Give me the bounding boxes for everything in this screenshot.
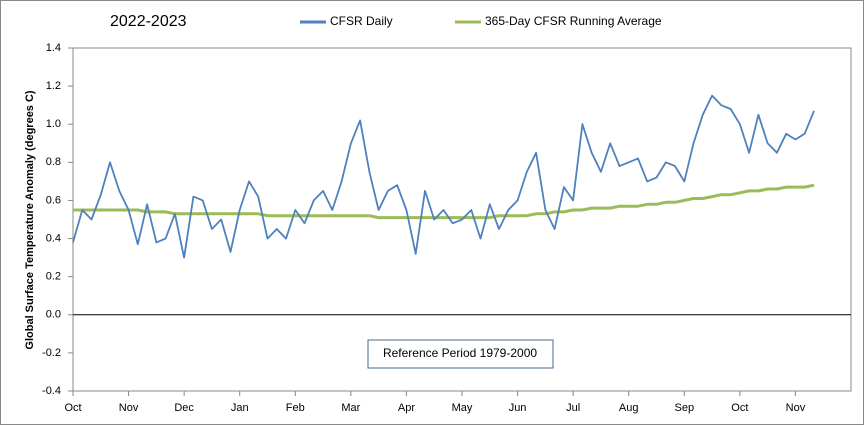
y-tick-label: -0.4 <box>42 385 61 397</box>
y-tick-label: 0.6 <box>46 194 61 206</box>
annotation: Reference Period 1979-2000 <box>383 346 537 360</box>
x-tick-label: Aug <box>619 402 639 414</box>
x-tick-label: Nov <box>786 402 806 414</box>
series-line <box>73 183 815 220</box>
x-tick-label: Jan <box>231 402 249 414</box>
y-tick-label: 0.2 <box>46 271 61 283</box>
y-tick-label: 0.0 <box>46 309 61 321</box>
x-tick-label: Oct <box>64 402 81 414</box>
y-tick-label: 1.2 <box>46 80 61 92</box>
x-tick-label: Sep <box>674 402 694 414</box>
x-tick-label: Jun <box>509 402 527 414</box>
x-tick-label: Dec <box>174 402 194 414</box>
y-tick-label: 1.4 <box>46 42 61 54</box>
x-tick-label: May <box>452 402 473 414</box>
annotation-box <box>367 339 554 369</box>
y-tick-label: 1.0 <box>46 118 61 130</box>
x-tick-label: Apr <box>398 402 415 414</box>
x-tick-label: Jul <box>566 402 580 414</box>
legend-label: 365-Day CFSR Running Average <box>485 14 662 28</box>
x-tick-label: Feb <box>286 402 305 414</box>
y-tick-label: -0.2 <box>42 347 61 359</box>
y-axis-label: Global Surface Temperature Anomaly (degr… <box>24 90 36 350</box>
chart-title: 2022-2023 <box>110 13 187 30</box>
x-tick-label: Oct <box>731 402 748 414</box>
y-tick-label: 0.8 <box>46 156 61 168</box>
x-tick-label: Nov <box>119 402 139 414</box>
x-tick-label: Mar <box>341 402 360 414</box>
legend-label: CFSR Daily <box>330 14 393 28</box>
y-tick-label: 0.4 <box>46 232 61 244</box>
series-line <box>72 94 815 259</box>
